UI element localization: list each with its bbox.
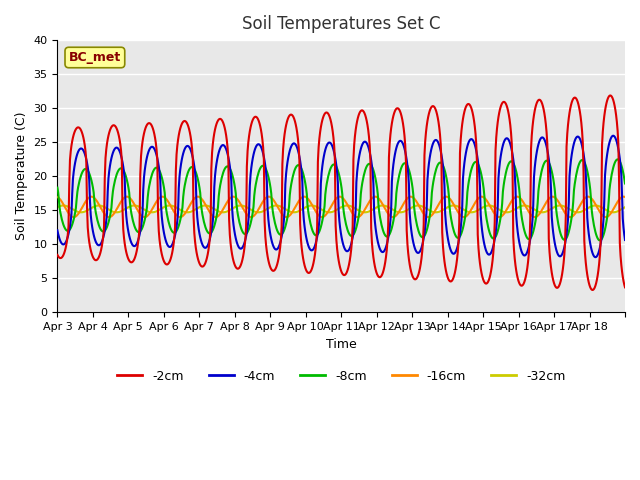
-32cm [225, 208, 233, 214]
-16cm [70, 214, 77, 220]
X-axis label: Time: Time [326, 337, 356, 351]
-4cm [120, 169, 128, 175]
-4cm [609, 133, 617, 139]
-16cm [275, 206, 282, 212]
-2cm [432, 107, 440, 112]
-8cm [400, 161, 408, 167]
-32cm [54, 204, 61, 210]
-4cm [253, 143, 260, 149]
-2cm [606, 93, 614, 98]
-8cm [596, 238, 604, 243]
-8cm [274, 229, 282, 235]
-2cm [274, 259, 282, 264]
-2cm [253, 114, 260, 120]
-2cm [54, 252, 61, 258]
-16cm [401, 199, 408, 205]
Line: -2cm: -2cm [58, 96, 625, 290]
-8cm [614, 156, 621, 162]
-16cm [121, 194, 129, 200]
-4cm [225, 155, 232, 160]
-8cm [621, 180, 629, 186]
-8cm [120, 168, 128, 174]
-16cm [621, 194, 629, 200]
-8cm [54, 185, 61, 191]
Line: -8cm: -8cm [58, 159, 625, 240]
Line: -32cm: -32cm [58, 205, 625, 212]
-4cm [432, 137, 440, 143]
-32cm [609, 209, 617, 215]
-32cm [275, 203, 282, 209]
-8cm [432, 168, 440, 174]
-4cm [274, 245, 282, 251]
-4cm [621, 237, 629, 243]
-2cm [621, 285, 629, 290]
-4cm [54, 228, 61, 233]
-2cm [400, 126, 408, 132]
-8cm [225, 164, 232, 169]
-32cm [121, 206, 129, 212]
Line: -16cm: -16cm [58, 197, 625, 217]
-2cm [120, 235, 128, 240]
-16cm [225, 196, 233, 202]
-8cm [253, 178, 260, 184]
-2cm [225, 156, 232, 162]
-16cm [620, 194, 627, 200]
-16cm [54, 194, 61, 200]
-4cm [591, 254, 599, 260]
-4cm [400, 143, 408, 149]
-32cm [433, 209, 440, 215]
-32cm [401, 208, 408, 214]
-2cm [589, 287, 596, 293]
Legend: -2cm, -4cm, -8cm, -16cm, -32cm: -2cm, -4cm, -8cm, -16cm, -32cm [112, 365, 570, 388]
Line: -4cm: -4cm [58, 136, 625, 257]
-16cm [433, 206, 440, 212]
-32cm [60, 203, 67, 208]
Text: BC_met: BC_met [68, 51, 121, 64]
Y-axis label: Soil Temperature (C): Soil Temperature (C) [15, 112, 28, 240]
Title: Soil Temperatures Set C: Soil Temperatures Set C [242, 15, 440, 33]
-32cm [253, 209, 261, 215]
-16cm [253, 209, 261, 215]
-32cm [621, 204, 629, 210]
